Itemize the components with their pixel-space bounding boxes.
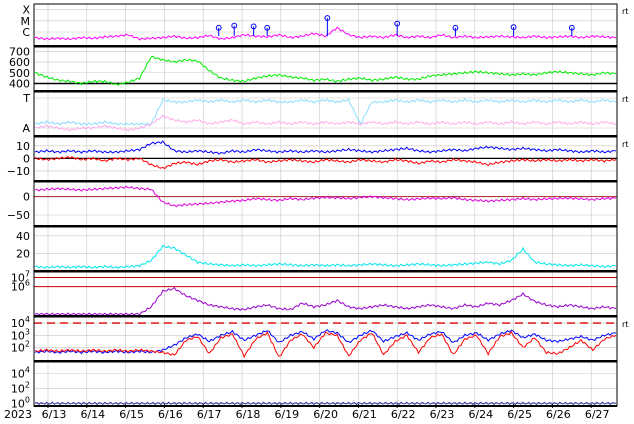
x-tick-label: 6/25 — [507, 408, 532, 421]
flare-marker — [452, 24, 459, 31]
flare-marker — [324, 15, 331, 21]
y-tick-label: X — [22, 4, 30, 17]
x-tick-label: 6/17 — [197, 408, 222, 421]
panel-frame — [33, 271, 618, 317]
series-line-bfield — [34, 140, 617, 155]
flare-marker — [215, 24, 222, 31]
y-tick-label: T — [22, 92, 30, 105]
panel-frame — [33, 3, 618, 47]
y-tick-label: 0 — [23, 191, 30, 204]
x-tick-label: 6/13 — [42, 408, 67, 421]
series-line-neutron — [34, 401, 617, 406]
x-tick-label: 6/18 — [236, 408, 261, 421]
flare-marker — [568, 24, 575, 31]
panel-frame — [33, 46, 618, 92]
flare-marker — [264, 24, 271, 31]
x-tick-label: 6/15 — [119, 408, 144, 421]
y-tick-label: −10 — [7, 165, 30, 178]
right-label: rt — [622, 7, 628, 16]
flare-marker — [250, 23, 257, 30]
y-tick-label: 104 — [11, 365, 30, 380]
y-tick-label: 400 — [9, 77, 30, 90]
y-tick-label: 10 — [16, 140, 30, 153]
series-line-speed — [34, 55, 617, 86]
y-tick-label: −50 — [7, 209, 30, 222]
series-line-flux — [34, 114, 617, 132]
y-tick-label: C — [22, 26, 30, 39]
right-label: rt — [622, 95, 628, 104]
y-tick-label: 600 — [9, 56, 30, 69]
x-tick-label: 6/23 — [430, 408, 455, 421]
series-line-bfield — [34, 156, 617, 170]
x-axis-year: 2023 — [4, 408, 32, 421]
flare-marker — [231, 22, 238, 29]
right-label: rt — [622, 320, 628, 329]
x-tick-label: 6/26 — [546, 408, 571, 421]
y-tick-label: 40 — [16, 230, 30, 243]
y-tick-label: 500 — [9, 67, 30, 80]
series-line-density — [34, 244, 617, 270]
x-tick-label: 6/20 — [313, 408, 338, 421]
x-tick-label: 6/14 — [80, 408, 105, 421]
x-tick-label: 6/22 — [391, 408, 416, 421]
y-tick-label: M — [21, 15, 31, 28]
series-line-flux — [34, 98, 617, 126]
panel-frame — [33, 226, 618, 272]
series-line-class — [34, 26, 617, 41]
y-tick-label: 102 — [11, 381, 30, 396]
y-tick-label: 106 — [11, 279, 30, 294]
y-tick-label: 0 — [23, 152, 30, 165]
series-line-dst — [34, 185, 617, 208]
x-tick-label: 6/27 — [585, 408, 610, 421]
flare-marker — [510, 24, 517, 31]
series-line-proton — [34, 330, 617, 359]
x-tick-label: 6/19 — [274, 408, 299, 421]
flare-marker — [394, 20, 401, 27]
x-tick-label: 6/24 — [468, 408, 493, 421]
y-tick-label: 700 — [9, 45, 30, 58]
panel-frame — [33, 361, 618, 407]
x-tick-label: 6/16 — [158, 408, 183, 421]
panel-frame — [33, 181, 618, 227]
y-tick-label: A — [22, 122, 30, 135]
x-tick-label: 6/21 — [352, 408, 377, 421]
series-line-electron — [34, 286, 617, 316]
y-tick-label: 20 — [16, 247, 30, 260]
y-tick-label: 102 — [11, 340, 30, 355]
right-label: rt — [622, 140, 628, 149]
